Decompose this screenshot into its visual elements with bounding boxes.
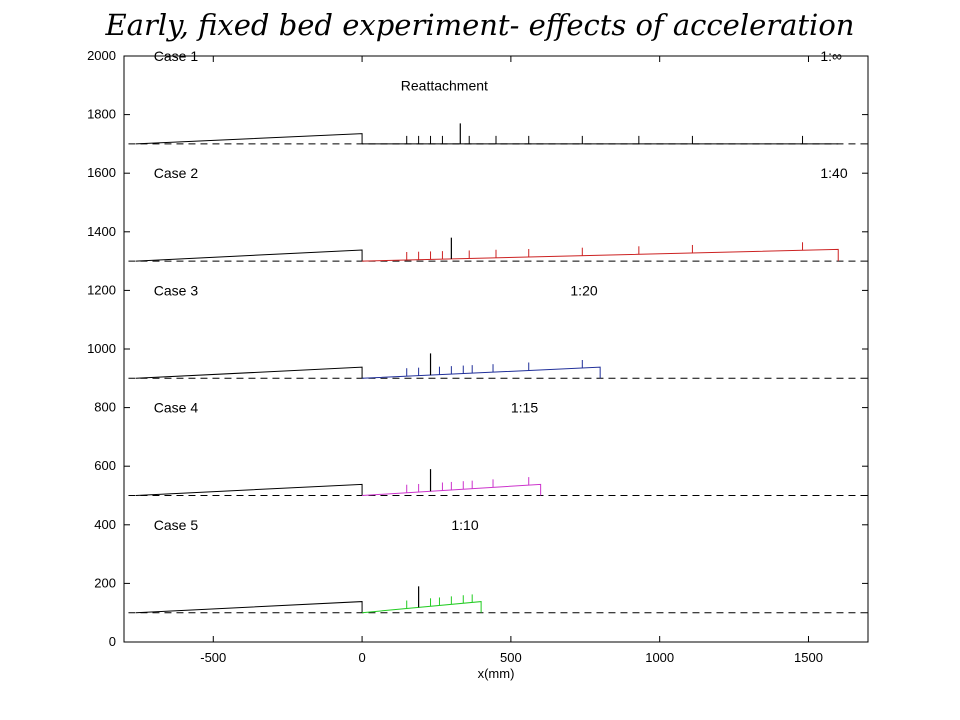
x-axis-label: x(mm) <box>478 666 515 681</box>
case-label: Case 1 <box>154 48 199 64</box>
upstream-bed-line <box>135 366 363 379</box>
slope-label: 1:10 <box>451 517 478 533</box>
y-tick-label: 1600 <box>87 165 116 180</box>
downstream-bed-line <box>362 483 542 496</box>
y-tick-label: 400 <box>94 517 116 532</box>
case-label: Case 2 <box>154 165 199 181</box>
upstream-bed-line <box>135 249 363 262</box>
page-title: Early, fixed bed experiment- effects of … <box>105 8 855 42</box>
x-tick-label: 0 <box>358 650 365 665</box>
x-tick-label: 1000 <box>645 650 674 665</box>
x-tick-label: 1500 <box>794 650 823 665</box>
upstream-bed-line <box>135 483 363 496</box>
y-tick-label: 1200 <box>87 282 116 297</box>
upstream-bed-line <box>135 133 363 145</box>
x-tick-label: 500 <box>500 650 522 665</box>
y-tick-label: 600 <box>94 458 116 473</box>
case-label: Case 3 <box>154 282 199 298</box>
y-tick-label: 200 <box>94 575 116 590</box>
downstream-bed-line <box>362 601 482 614</box>
case-label: Case 5 <box>154 517 199 533</box>
y-tick-label: 2000 <box>87 48 116 63</box>
downstream-bed-line <box>362 366 601 379</box>
y-tick-label: 800 <box>94 400 116 415</box>
y-tick-label: 1400 <box>87 224 116 239</box>
slope-label: 1:15 <box>511 400 538 416</box>
y-tick-label: 1000 <box>87 341 116 356</box>
slope-label: 1:40 <box>820 165 847 181</box>
y-tick-label: 0 <box>109 634 116 649</box>
y-tick-label: 1800 <box>87 107 116 122</box>
case-label: Case 4 <box>154 400 199 416</box>
downstream-bed-line <box>362 248 839 262</box>
reattachment-label: Reattachment <box>401 77 488 93</box>
upstream-bed-line <box>135 601 363 614</box>
slope-label: 1:∞ <box>820 48 842 64</box>
x-tick-label: -500 <box>200 650 226 665</box>
slope-label: 1:20 <box>570 282 597 298</box>
